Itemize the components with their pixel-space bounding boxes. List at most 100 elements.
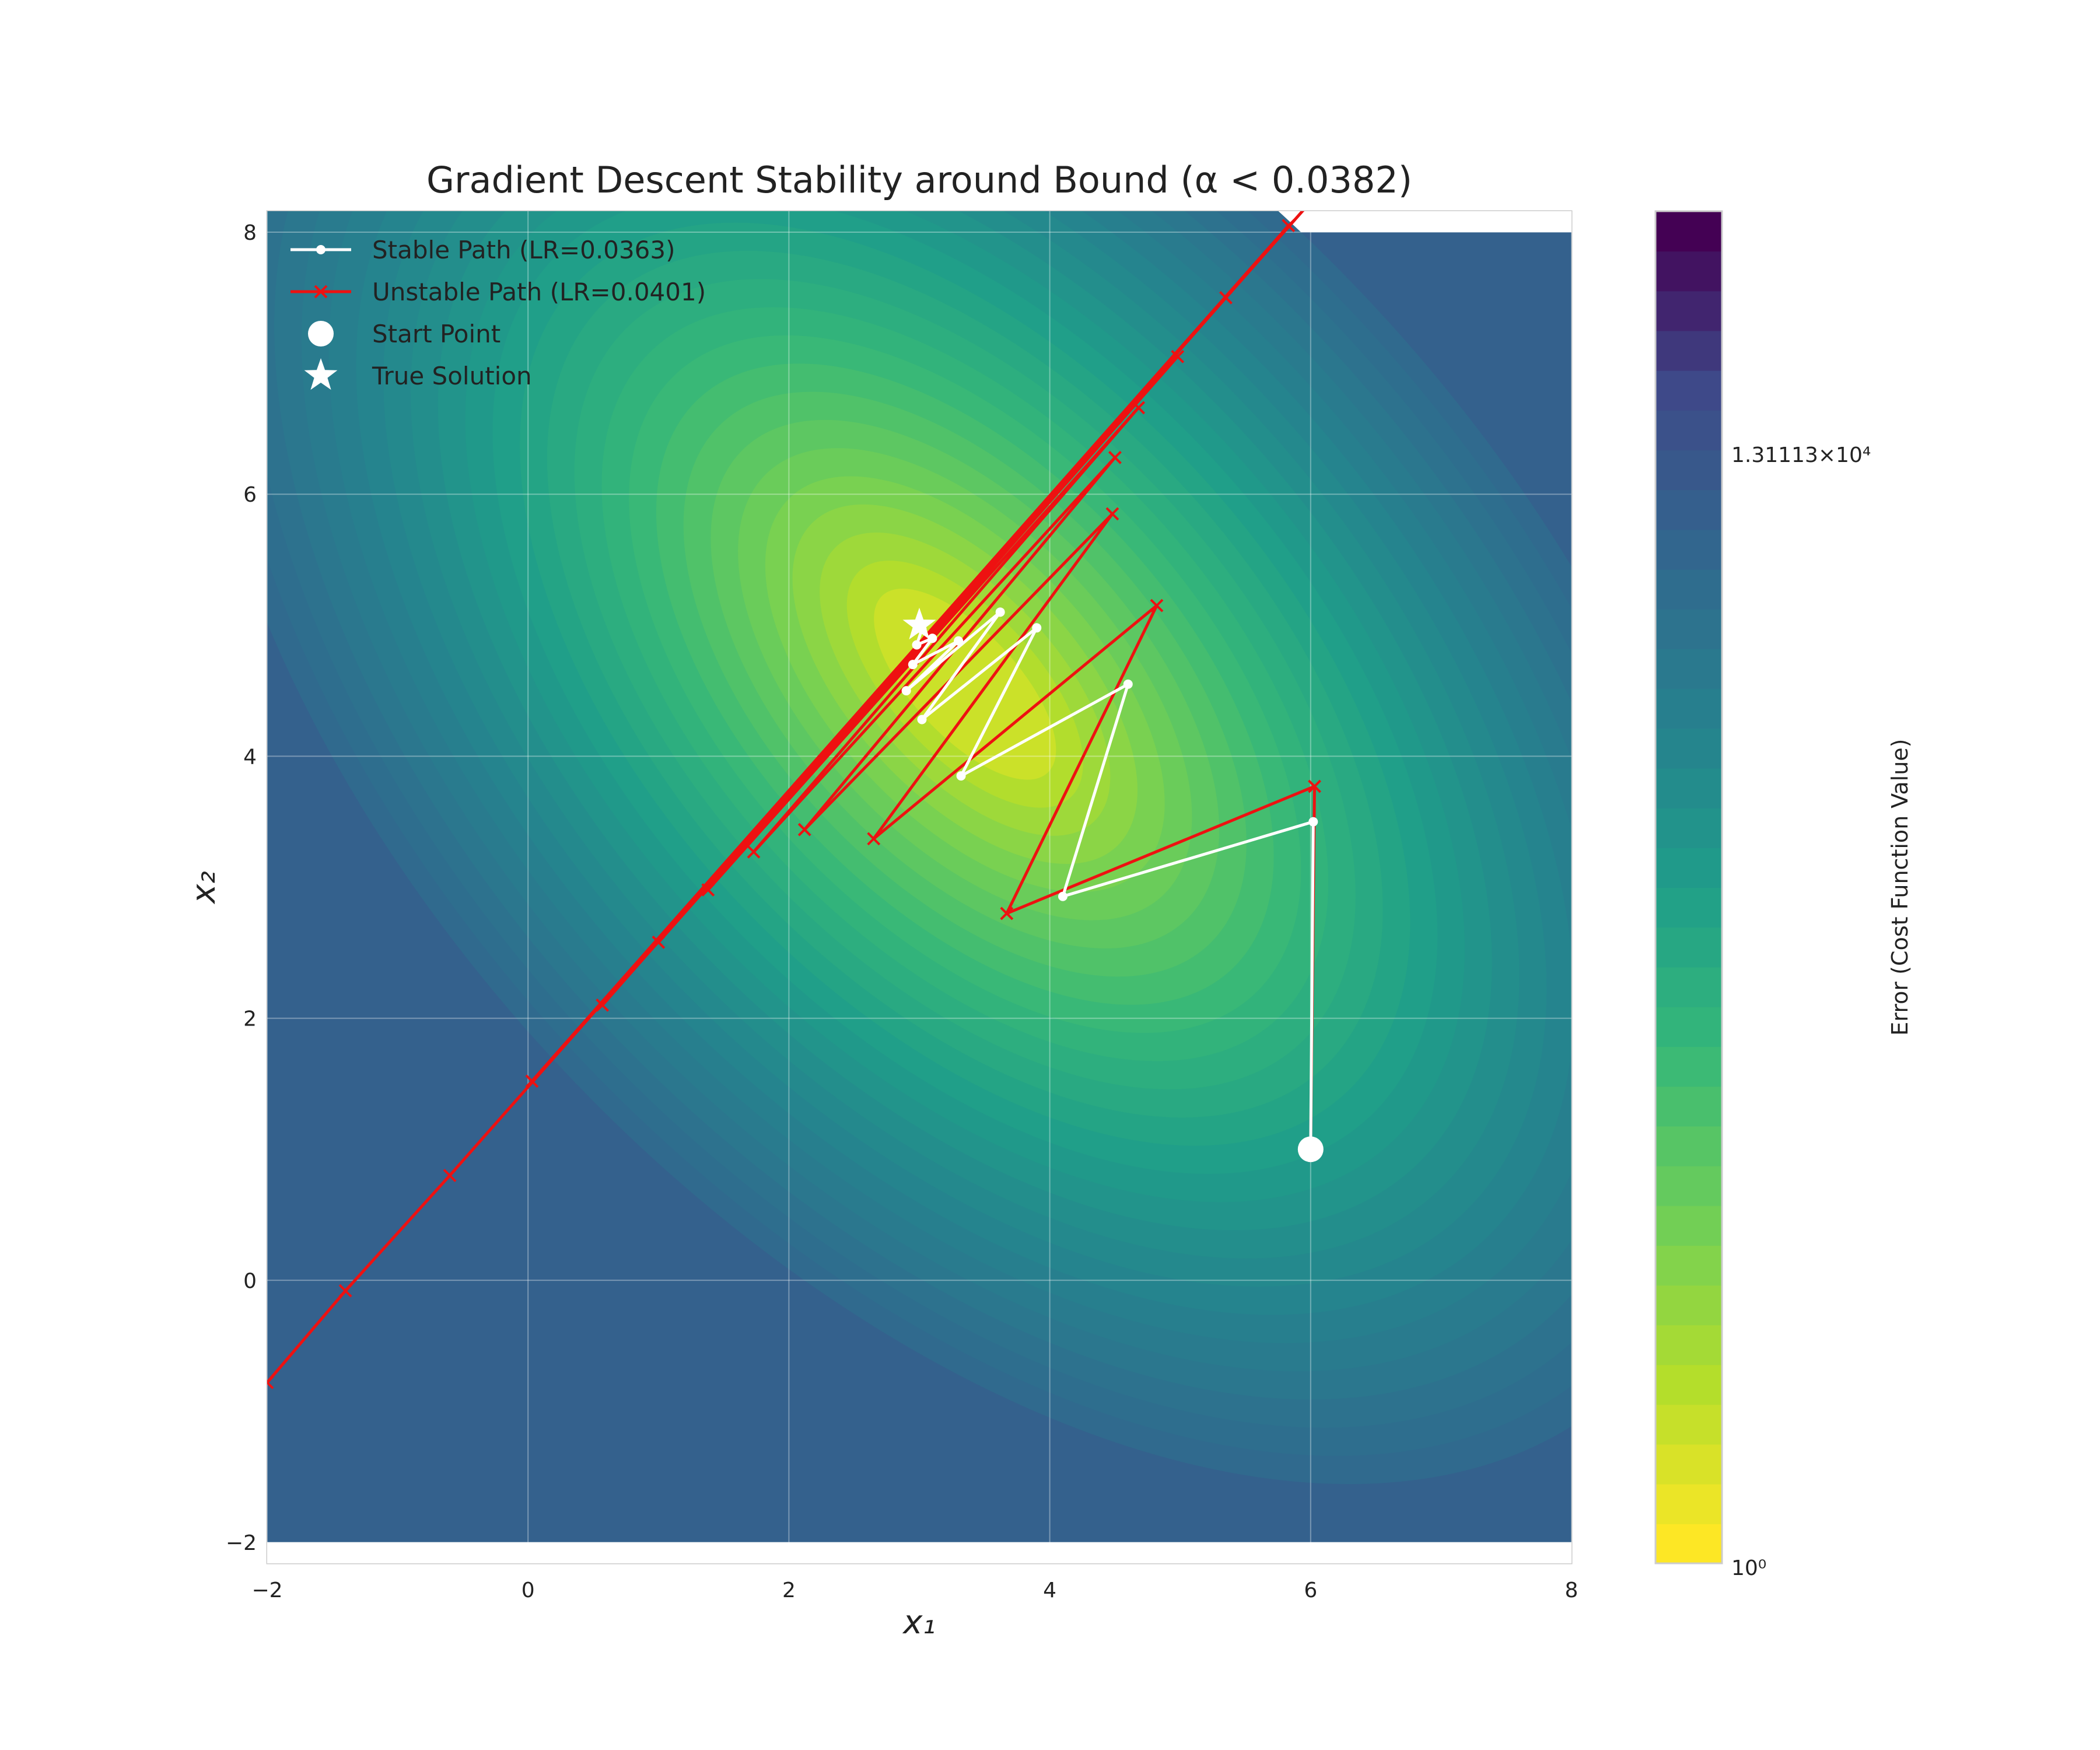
y-tick-label: 2 <box>243 1007 257 1031</box>
series-line <box>905 610 1315 1150</box>
series-3 <box>902 607 936 640</box>
data-point <box>1282 219 1296 233</box>
y-tick-label: 0 <box>243 1269 257 1293</box>
colorbar-band <box>1656 211 1722 252</box>
colorbar-band <box>1656 688 1722 729</box>
colorbar-band <box>1656 529 1722 570</box>
x-tick-label: 2 <box>782 1578 796 1602</box>
series-0 <box>901 607 1318 1154</box>
series-layer <box>267 211 1324 1390</box>
colorbar-band <box>1656 1126 1722 1167</box>
data-point <box>1132 401 1146 415</box>
legend-label: Stable Path (LR=0.0363) <box>372 236 676 264</box>
colorbar-band <box>1656 1523 1722 1564</box>
data-point <box>797 822 811 836</box>
data-point <box>912 640 922 650</box>
colorbar-band <box>1656 648 1722 690</box>
data-point <box>267 1376 274 1390</box>
legend-label: True Solution <box>372 362 532 390</box>
y-tick-label: 8 <box>243 221 257 245</box>
colorbar-band <box>1656 450 1722 491</box>
contour-field <box>267 211 1572 1542</box>
colorbar-band <box>1656 1046 1722 1087</box>
start-point-marker <box>1297 1136 1324 1163</box>
colorbar-band <box>1656 807 1722 848</box>
data-point <box>1000 907 1014 921</box>
colorbar-band <box>1656 569 1722 610</box>
colorbar-band <box>1656 1086 1722 1127</box>
legend: Stable Path (LR=0.0363) Unstable Path (LR… <box>290 236 706 390</box>
data-point <box>1150 598 1164 612</box>
series-2 <box>1297 1136 1324 1163</box>
data-point <box>525 1074 539 1088</box>
data-point <box>1308 817 1318 827</box>
colorbar-band <box>1656 847 1722 888</box>
legend-item: Start Point <box>308 320 501 348</box>
data-point <box>596 998 610 1012</box>
y-tick-label: 4 <box>243 745 257 769</box>
data-point <box>901 686 911 696</box>
data-point <box>1105 507 1119 521</box>
x-axis-label: x₁ <box>902 1604 936 1642</box>
data-point <box>316 245 326 254</box>
data-point <box>917 715 927 724</box>
data-point <box>1058 891 1068 901</box>
data-point <box>1219 290 1233 304</box>
colorbar-band <box>1656 1006 1722 1047</box>
data-point <box>867 832 881 846</box>
colorbar-band <box>1656 967 1722 1007</box>
colorbar-tick-bottom: 10⁰ <box>1731 1556 1766 1580</box>
colorbar-band <box>1656 290 1722 331</box>
data-point <box>1123 679 1133 689</box>
data-point <box>443 1168 457 1182</box>
data-point <box>956 771 966 781</box>
data-point <box>314 285 328 299</box>
grid-lines <box>267 211 1572 1563</box>
true-solution-marker <box>304 358 338 390</box>
legend-item: Unstable Path (LR=0.0401) <box>290 278 706 306</box>
chart-title: Gradient Descent Stability around Bound … <box>426 159 1412 201</box>
colorbar-band <box>1656 330 1722 371</box>
colorbar-band <box>1656 1364 1722 1405</box>
y-axis-ticks: −2 0 2 4 6 8 <box>226 221 257 1555</box>
colorbar-band <box>1656 768 1722 808</box>
colorbar-band <box>1656 489 1722 530</box>
colorbar-band <box>1656 927 1722 968</box>
colorbar-band <box>1656 251 1722 292</box>
colorbar-bands <box>1656 211 1722 1564</box>
colorbar-band <box>1656 1284 1722 1325</box>
colorbar-band <box>1656 1404 1722 1445</box>
colorbar-band <box>1656 728 1722 769</box>
data-point <box>1032 623 1042 633</box>
x-tick-label: 4 <box>1043 1578 1056 1602</box>
data-point <box>1171 349 1185 363</box>
data-point <box>652 935 666 949</box>
colorbar-band <box>1656 370 1722 411</box>
colorbar-band <box>1656 1166 1722 1206</box>
colorbar-band <box>1656 1483 1722 1524</box>
data-point <box>908 660 918 670</box>
data-point <box>995 607 1005 617</box>
legend-item: Stable Path (LR=0.0363) <box>290 236 676 264</box>
x-tick-label: 6 <box>1304 1578 1317 1602</box>
x-tick-label: 0 <box>522 1578 535 1602</box>
legend-label: Unstable Path (LR=0.0401) <box>372 278 706 306</box>
colorbar-band <box>1656 1324 1722 1366</box>
data-point <box>338 1284 352 1298</box>
start-point-marker <box>308 321 334 346</box>
colorbar-label: Error (Cost Function Value) <box>1887 739 1913 1036</box>
data-point <box>1108 450 1122 464</box>
colorbar-band <box>1656 608 1722 649</box>
colorbar-band <box>1656 1245 1722 1286</box>
x-tick-label: −2 <box>251 1578 282 1602</box>
data-point <box>928 634 937 643</box>
colorbar-band <box>1656 1205 1722 1246</box>
legend-item: True Solution <box>304 358 532 390</box>
y-axis-label: x₂ <box>185 871 223 905</box>
legend-label: Start Point <box>372 320 501 348</box>
y-tick-label: −2 <box>226 1531 257 1555</box>
y-tick-label: 6 <box>243 483 257 507</box>
colorbar: 1.31113×10⁴ 10⁰ Error (Cost Function Val… <box>1654 210 1913 1580</box>
data-point <box>701 883 715 897</box>
